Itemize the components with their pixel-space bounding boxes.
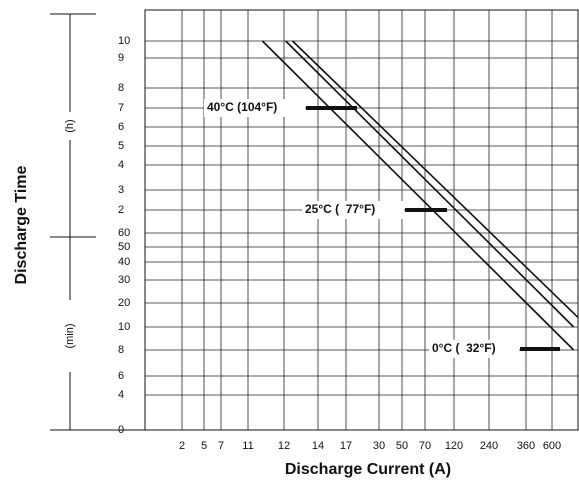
y-tick-label: 20 [118,297,130,309]
y-tick-label: 10 [118,35,130,47]
y-tick-label: 0 [118,424,124,436]
y-tick-label: 40 [118,256,130,268]
label-bg [204,99,305,117]
x-tick-label: 50 [396,440,408,452]
y-tick-label: 8 [118,82,124,94]
x-axis-label: Discharge Current (A) [285,461,451,478]
x-tick-label: 240 [480,440,498,452]
series-line [261,40,575,351]
plot-frame [144,9,579,431]
y-axis-label: Discharge Time [13,165,30,284]
y-tick-label: 3 [118,184,124,196]
x-tick-label: 360 [517,440,535,452]
series-label: 0°C ( 32°F) [432,341,496,355]
unit-label: (h) [64,119,76,132]
series-line [285,40,575,328]
y-tick-label: 60 [118,227,130,239]
series-line [291,40,579,318]
series-label: 25°C ( 77°F) [305,202,375,216]
x-tick-label: 5 [201,440,207,452]
unit-label: (min) [64,323,76,348]
x-tick-label: 600 [543,440,561,452]
y-tick-label: 50 [118,241,130,253]
y-tick-label: 10 [118,321,130,333]
y-tick-label: 7 [118,102,124,114]
x-tick-label: 12 [278,440,290,452]
y-tick-label: 5 [118,140,124,152]
y-tick-label: 30 [118,274,130,286]
x-tick-label: 2 [179,440,185,452]
x-tick-label: 14 [312,440,324,452]
x-tick-label: 7 [218,440,224,452]
x-tick-label: 30 [373,440,385,452]
x-tick-label: 17 [340,440,352,452]
label-bg [302,201,404,219]
y-tick-label: 4 [118,159,124,171]
x-tick-label: 120 [445,440,463,452]
y-tick-label: 8 [118,344,124,356]
y-tick-label: 9 [118,52,124,64]
y-tick-label: 6 [118,370,124,382]
x-tick-label: 70 [419,440,431,452]
x-tick-label: 11 [242,440,253,452]
y-tick-label: 2 [118,204,124,216]
label-bg [429,340,519,358]
y-tick-label: 6 [118,121,124,133]
series-label: 40°C (104°F) [207,100,277,114]
y-tick-label: 4 [118,389,124,401]
